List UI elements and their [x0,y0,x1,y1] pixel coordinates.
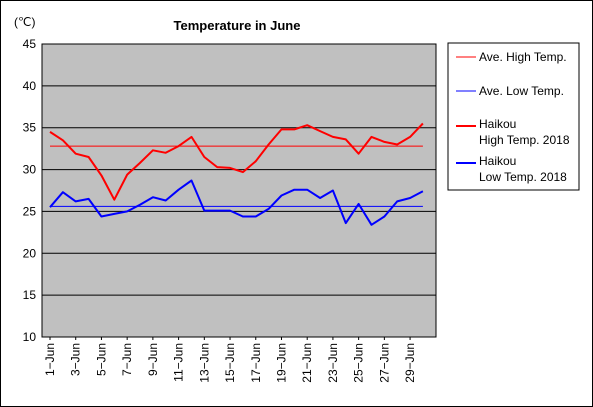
y-tick-label: 45 [23,37,37,51]
x-tick-label: 11−Jun [172,343,186,382]
x-tick-label: 21−Jun [300,343,314,383]
legend-label-2-line2: High Temp. 2018 [479,133,570,147]
series-lines [49,122,424,226]
x-tick-label: 25−Jun [352,343,366,383]
x-tick-label: 17−Jun [249,343,263,383]
y-axis-unit-label: (℃) [14,15,35,29]
legend-label-0: Ave. High Temp. [479,50,567,64]
legend: Ave. High Temp. Ave. Low Temp. Haikou High … [447,42,580,191]
x-tick-label: 13−Jun [197,343,211,383]
plot-background [42,44,436,337]
x-tick-label: 27−Jun [377,343,391,383]
legend-label-3-line2: Low Temp. 2018 [479,170,567,184]
series-line-3 [49,179,424,226]
x-tick-label: 3−Jun [69,343,83,376]
y-tick-label: 10 [23,330,37,344]
y-tick-label: 25 [23,204,37,218]
x-tick-label: 19−Jun [274,343,288,383]
x-tick-label: 23−Jun [326,343,340,383]
axes: 10 15 20 25 30 35 40 45 1−Jun 3−Jun 5−Jun 7−Jun 9−Ju… [23,37,437,383]
x-tick-label: 7−Jun [120,343,134,376]
legend-label-1: Ave. Low Temp. [479,84,564,98]
chart-title: Temperature in June [174,18,301,33]
legend-label-3: Haikou [479,154,516,168]
legend-label-2: Haikou [479,117,516,131]
x-tick-label: 5−Jun [94,343,108,376]
x-tick-label: 15−Jun [223,343,237,383]
y-tick-label: 30 [23,163,37,177]
y-tick-label: 35 [23,121,37,135]
legend-box [447,42,580,191]
y-tick-label: 40 [23,79,37,93]
series-line-2 [49,122,424,201]
plot-area [42,44,436,337]
plot-border [41,43,437,338]
y-tick-label: 20 [23,246,37,260]
x-tick-label: 1−Jun [43,343,57,376]
y-tick-label: 15 [23,288,37,302]
x-tick-label: 29−Jun [403,343,417,383]
x-tick-label: 9−Jun [146,343,160,376]
gridlines [42,43,436,338]
